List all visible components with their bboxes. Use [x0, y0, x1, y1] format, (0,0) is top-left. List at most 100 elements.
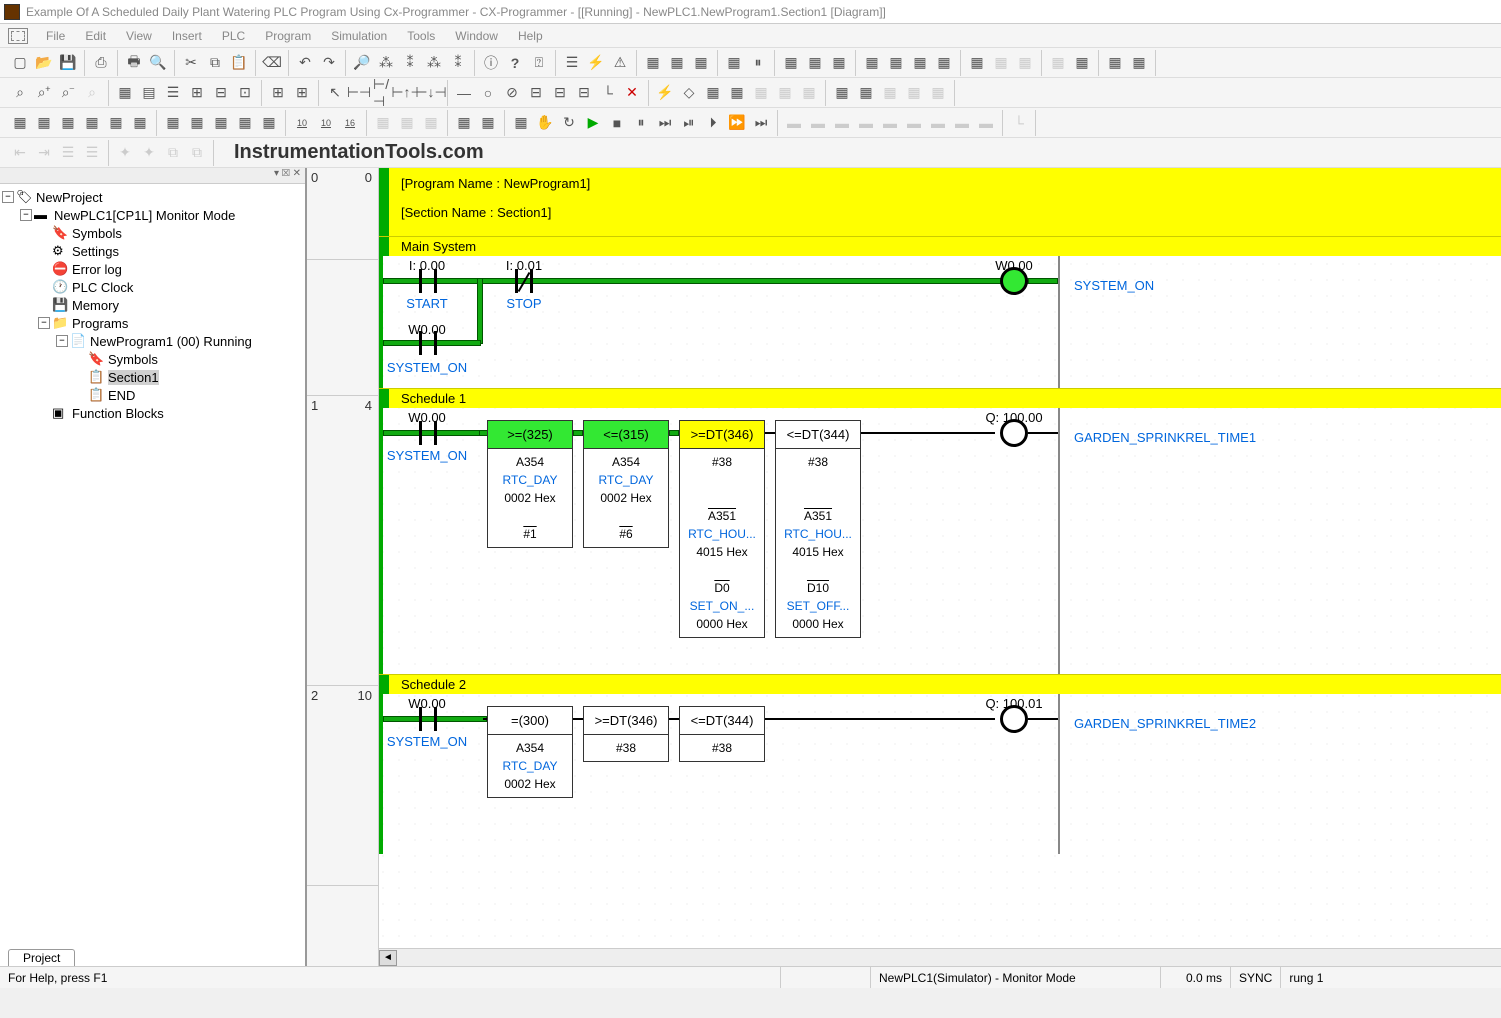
tb-btn[interactable]: ⚡ — [654, 82, 676, 104]
rung-2[interactable]: W0.00 Q: 100.01 SYSTEM_ON =(300) A354RTC… — [379, 694, 1501, 854]
tree-item[interactable]: Memory — [72, 298, 119, 313]
tree-item[interactable]: Symbols — [108, 352, 158, 367]
tb-btn[interactable]: ▦ — [33, 112, 55, 134]
coil-n-icon[interactable]: ⊘ — [501, 82, 523, 104]
tree-item[interactable]: Settings — [72, 244, 119, 259]
tb-btn[interactable]: ▦ — [105, 112, 127, 134]
tb-btn[interactable]: ◇ — [678, 82, 700, 104]
tb-btn[interactable]: ⁂ — [423, 52, 445, 74]
play-icon[interactable]: ▶ — [582, 112, 604, 134]
zoom-in-icon[interactable]: ⌕⁺ — [33, 82, 55, 104]
tb-btn[interactable]: 10 — [315, 112, 337, 134]
pause-icon[interactable]: ⏸ — [747, 52, 769, 74]
tb-btn[interactable]: ▦ — [861, 52, 883, 74]
output-coil[interactable] — [1000, 419, 1028, 447]
contact-nc[interactable] — [509, 269, 539, 293]
scroll-left-icon[interactable]: ◄ — [379, 950, 397, 966]
compare-block[interactable]: <=(315) A354RTC_DAY0002 Hex#6 — [583, 420, 669, 548]
tb-btn[interactable]: ▦ — [210, 112, 232, 134]
menu-program[interactable]: Program — [255, 29, 321, 43]
horizontal-scrollbar[interactable]: ◄ — [379, 948, 1501, 966]
tree-root[interactable]: NewProject — [36, 190, 102, 205]
tb-btn[interactable]: ▦ — [933, 52, 955, 74]
tb-btn[interactable]: ▦ — [723, 52, 745, 74]
tree-programs[interactable]: Programs — [72, 316, 128, 331]
tb-btn[interactable]: ⊟ — [210, 82, 232, 104]
tb-btn[interactable]: └ — [597, 82, 619, 104]
pause-icon[interactable]: ⏸ — [630, 112, 652, 134]
tree-toggle[interactable]: − — [56, 335, 68, 347]
menu-edit[interactable]: Edit — [75, 29, 116, 43]
tb-btn[interactable]: ⁑ — [399, 52, 421, 74]
grid-icon[interactable]: ▦ — [114, 82, 136, 104]
tb-btn[interactable]: ⁑ — [447, 52, 469, 74]
menu-insert[interactable]: Insert — [162, 29, 212, 43]
tb-btn[interactable]: ▦ — [258, 112, 280, 134]
tb-btn[interactable]: ▦ — [81, 112, 103, 134]
zoom-out-icon[interactable]: ⌕⁻ — [57, 82, 79, 104]
tb-btn[interactable]: ▦ — [780, 52, 802, 74]
rung-0[interactable]: I: 0.00 I: 0.01 W0.00 START STOP SYSTEM_… — [379, 256, 1501, 388]
tb-btn[interactable]: ⁂ — [375, 52, 397, 74]
tb-btn[interactable]: ▦ — [966, 52, 988, 74]
project-tab[interactable]: Project — [8, 949, 75, 966]
preview-icon[interactable]: 🔍 — [147, 52, 169, 74]
tree-plc[interactable]: NewPLC1[CP1L] Monitor Mode — [54, 208, 235, 223]
print-icon[interactable]: 🖶 — [123, 52, 145, 74]
tb-btn[interactable]: ▦ — [909, 52, 931, 74]
tb-btn[interactable]: ⊞ — [267, 82, 289, 104]
rung-1[interactable]: W0.00 Q: 100.00 SYSTEM_ON >=(325) A354RT… — [379, 408, 1501, 674]
zoom-tool-icon[interactable]: ⌕ — [9, 82, 31, 104]
whats-this-icon[interactable]: ⍰ — [528, 52, 550, 74]
tb-btn[interactable]: ▦ — [642, 52, 664, 74]
project-tree[interactable]: −🏷NewProject −▬NewPLC1[CP1L] Monitor Mod… — [0, 184, 305, 426]
tb-btn[interactable]: ▦ — [234, 112, 256, 134]
tree-prog1[interactable]: NewProgram1 (00) Running — [90, 334, 252, 349]
tree-item[interactable]: Symbols — [72, 226, 122, 241]
tree-toggle[interactable]: − — [2, 191, 14, 203]
end-icon[interactable]: ⏭ — [750, 112, 772, 134]
tb-btn[interactable]: ⏯ — [678, 112, 700, 134]
contact-no-icon[interactable]: ⊢⊣ — [348, 82, 370, 104]
ff-icon[interactable]: ⏩ — [726, 112, 748, 134]
contact-n-icon[interactable]: ⊢↓⊣ — [420, 82, 442, 104]
info-icon[interactable]: ⓘ — [480, 52, 502, 74]
menu-file[interactable]: File — [36, 29, 75, 43]
copy-icon[interactable]: ⧉ — [204, 52, 226, 74]
paste-icon[interactable]: 📋 — [228, 52, 250, 74]
contact-no[interactable] — [413, 421, 443, 445]
tree-toggle[interactable]: − — [38, 317, 50, 329]
tb-btn[interactable]: ▦ — [477, 112, 499, 134]
tb-btn[interactable]: ▦ — [690, 52, 712, 74]
tb-btn[interactable]: ▦ — [129, 112, 151, 134]
tb-btn[interactable]: ⊡ — [234, 82, 256, 104]
tb-btn[interactable]: ▦ — [57, 112, 79, 134]
tb-btn[interactable]: ▦ — [831, 82, 853, 104]
tb-btn[interactable]: ▦ — [510, 112, 532, 134]
save-icon[interactable]: 💾 — [57, 52, 79, 74]
tb-btn[interactable]: ▦ — [702, 82, 724, 104]
step-icon[interactable]: ⏭ — [654, 112, 676, 134]
tb-btn[interactable]: ⚡ — [585, 52, 607, 74]
tb-btn[interactable]: ☰ — [162, 82, 184, 104]
compare-block[interactable]: <=DT(344) #38A351RTC_HOU...4015 HexD10SE… — [775, 420, 861, 638]
contact-no[interactable] — [413, 707, 443, 731]
tb-btn[interactable]: ▦ — [1071, 52, 1093, 74]
compare-block[interactable]: >=DT(346) #38 — [583, 706, 669, 762]
menu-tools[interactable]: Tools — [397, 29, 445, 43]
tb-btn[interactable]: ⌫ — [261, 52, 283, 74]
func-icon[interactable]: ⊟ — [525, 82, 547, 104]
compare-block[interactable]: >=(325) A354RTC_DAY0002 Hex#1 — [487, 420, 573, 548]
help-icon[interactable]: ? — [504, 52, 526, 74]
tree-item[interactable]: END — [108, 388, 135, 403]
tb-btn[interactable]: ⊞ — [186, 82, 208, 104]
tree-item[interactable]: PLC Clock — [72, 280, 133, 295]
tb-btn[interactable]: ▦ — [1128, 52, 1150, 74]
tb-btn[interactable]: ▦ — [186, 112, 208, 134]
output-coil[interactable] — [1000, 267, 1028, 295]
find-icon[interactable]: 🔎 — [351, 52, 373, 74]
tb-btn[interactable]: 16 — [339, 112, 361, 134]
tree-section1[interactable]: Section1 — [108, 370, 159, 385]
cut-icon[interactable]: ✂ — [180, 52, 202, 74]
tb-btn[interactable]: ⚠ — [609, 52, 631, 74]
